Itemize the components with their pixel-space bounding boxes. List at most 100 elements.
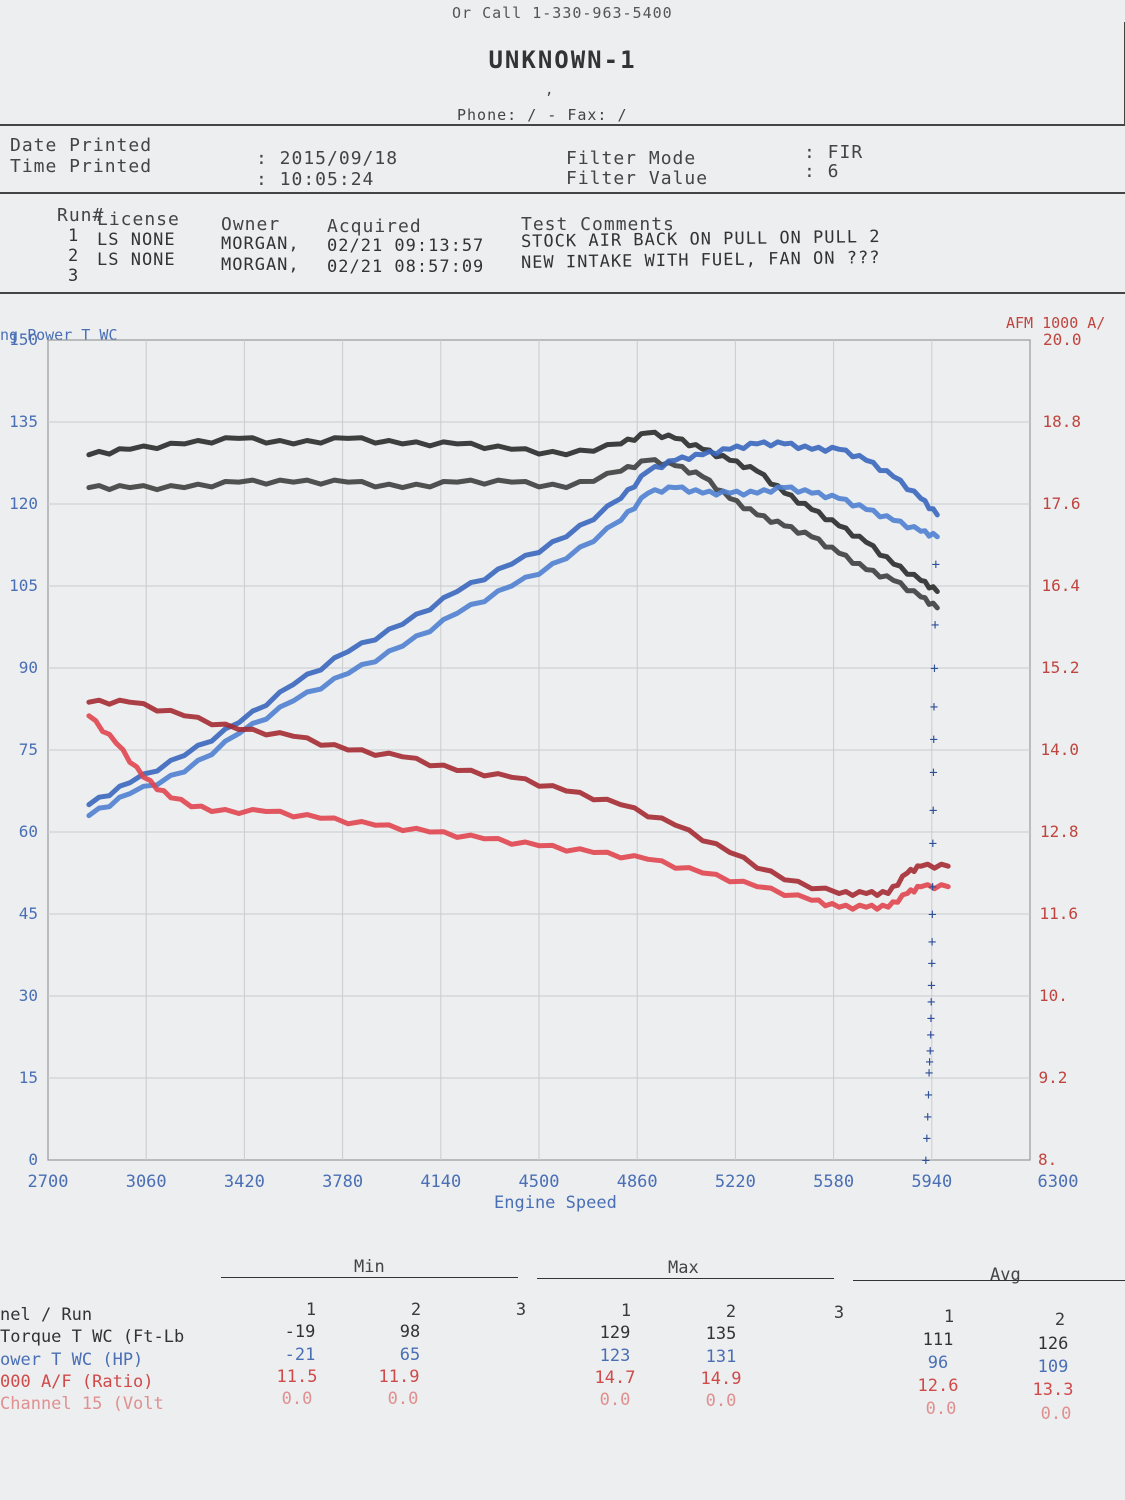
x-axis-label: Engine Speed — [494, 1193, 617, 1213]
plus-marker: + — [929, 803, 937, 819]
run-license: LS NONE — [97, 250, 176, 270]
runs-box — [0, 190, 1125, 294]
plus-marker: + — [926, 1027, 934, 1043]
left-tick-label: 15 — [18, 1068, 38, 1087]
max-header: Max — [668, 1258, 699, 1278]
x-tick-label: 5580 — [813, 1172, 855, 1192]
left-tick-label: 150 — [9, 330, 38, 349]
runs-header-owner: Owner — [221, 214, 281, 235]
left-tick-label: 30 — [18, 986, 38, 1005]
chart-markers: +++++++++++++++++++++++ — [922, 557, 941, 1169]
chart-series — [86, 429, 951, 912]
plus-marker: + — [925, 1066, 933, 1082]
right-tick-label: 20.0 — [1043, 330, 1082, 349]
max-rule — [537, 1278, 834, 1279]
plus-marker: + — [924, 1087, 932, 1103]
right-tick-label: 10. — [1039, 986, 1068, 1005]
stats-value: 14.7 — [594, 1368, 636, 1388]
stats-run-num: 1 — [620, 1301, 632, 1321]
stats-value: 126 — [1037, 1334, 1069, 1354]
left-tick-label: 60 — [18, 822, 38, 841]
chart-grid — [47, 339, 1031, 1161]
right-tick-label: 18.8 — [1042, 412, 1082, 431]
right-tick-label: 9.2 — [1038, 1068, 1068, 1087]
plus-marker: + — [928, 880, 936, 896]
plus-marker: + — [928, 907, 936, 923]
filter-mode-value: : FIR — [804, 142, 864, 163]
stats-value: 135 — [705, 1324, 737, 1344]
stats-value: 96 — [927, 1353, 949, 1373]
air-fuel-run-1-line — [86, 713, 951, 912]
stats-value: 65 — [399, 1345, 421, 1365]
plus-marker: + — [930, 661, 938, 677]
run-number: 3 — [68, 266, 80, 286]
stats-run-num: 2 — [1054, 1310, 1066, 1330]
x-tick-label: 6300 — [1037, 1172, 1079, 1192]
air-fuel-run-2-line — [86, 697, 951, 898]
plus-marker: + — [927, 1011, 935, 1027]
stats-run-num: 1 — [943, 1307, 955, 1327]
stats-run-num: 2 — [725, 1302, 737, 1322]
stats-label: nel / Run — [0, 1305, 93, 1325]
run-owner: MORGAN, — [221, 234, 300, 254]
stats-value: -19 — [284, 1322, 316, 1342]
min-rule — [221, 1277, 518, 1278]
avg-header: Avg — [990, 1265, 1021, 1285]
print-info-box — [0, 124, 1125, 194]
stats-value: 111 — [922, 1330, 954, 1350]
x-tick-label: 5940 — [911, 1172, 953, 1192]
plus-marker: + — [925, 1055, 933, 1071]
x-tick-label: 2700 — [27, 1172, 69, 1192]
stats-value: -21 — [284, 1345, 316, 1365]
x-tick-label: 5220 — [714, 1172, 756, 1192]
right-tick-label: 8. — [1038, 1150, 1058, 1169]
plus-marker: + — [926, 1044, 934, 1060]
filter-value-label: Filter Value — [566, 168, 709, 189]
run-number: 2 — [68, 246, 80, 266]
x-tick-label: 3420 — [223, 1172, 265, 1192]
report-title: UNKNOWN-1 — [488, 46, 637, 74]
left-tick-label: 75 — [18, 740, 38, 759]
stats-value: 123 — [599, 1346, 631, 1366]
stats-value: 0.0 — [281, 1389, 313, 1409]
plus-marker: + — [927, 994, 935, 1010]
time-printed-value: : 10:05:24 — [256, 169, 375, 190]
date-printed-value: : 2015/09/18 — [256, 148, 399, 169]
torque-run-2-line — [86, 429, 940, 594]
left-tick-label: 90 — [18, 658, 38, 677]
runs-header-acquired: Acquired — [327, 216, 422, 237]
runs-header-license: License — [97, 209, 180, 230]
stats-value: 11.5 — [276, 1367, 318, 1387]
filter-value-value: : 6 — [804, 161, 840, 182]
stats-value: 12.6 — [917, 1376, 959, 1396]
power-run-2-line — [86, 439, 940, 808]
plus-marker: + — [930, 699, 938, 715]
plus-marker: + — [922, 1153, 930, 1169]
filter-mode-label: Filter Mode — [566, 148, 697, 169]
stats-value: 11.9 — [378, 1367, 420, 1387]
x-tick-label: 4500 — [518, 1172, 560, 1192]
stats-run-num: 3 — [833, 1303, 845, 1323]
stats-label: Channel 15 (Volt — [0, 1394, 164, 1414]
right-tick-label: 17.6 — [1042, 494, 1081, 513]
run-license: LS NONE — [97, 230, 176, 250]
x-tick-label: 4860 — [616, 1172, 658, 1192]
stats-value: 0.0 — [925, 1399, 957, 1419]
stats-value: 13.3 — [1032, 1380, 1074, 1400]
stats-value: 0.0 — [387, 1389, 419, 1409]
stats-run-num: 1 — [305, 1300, 317, 1320]
right-tick-label: 16.4 — [1041, 576, 1081, 595]
top-contact-line: Or Call 1-330-963-5400 — [452, 4, 673, 22]
torque-run-1-line — [86, 457, 940, 611]
address-line: , — [545, 82, 554, 98]
power-run-1-line — [86, 484, 940, 819]
plus-marker: + — [929, 765, 937, 781]
plus-marker: + — [923, 1109, 931, 1125]
plus-marker: + — [929, 732, 937, 748]
right-tick-label: 14.0 — [1040, 740, 1080, 759]
plus-marker: + — [928, 956, 936, 972]
run-number: 1 — [68, 226, 80, 246]
stats-run-num: 3 — [515, 1300, 527, 1320]
run-acquired: 02/21 09:13:57 — [327, 236, 485, 256]
left-tick-label: 0 — [28, 1150, 38, 1169]
